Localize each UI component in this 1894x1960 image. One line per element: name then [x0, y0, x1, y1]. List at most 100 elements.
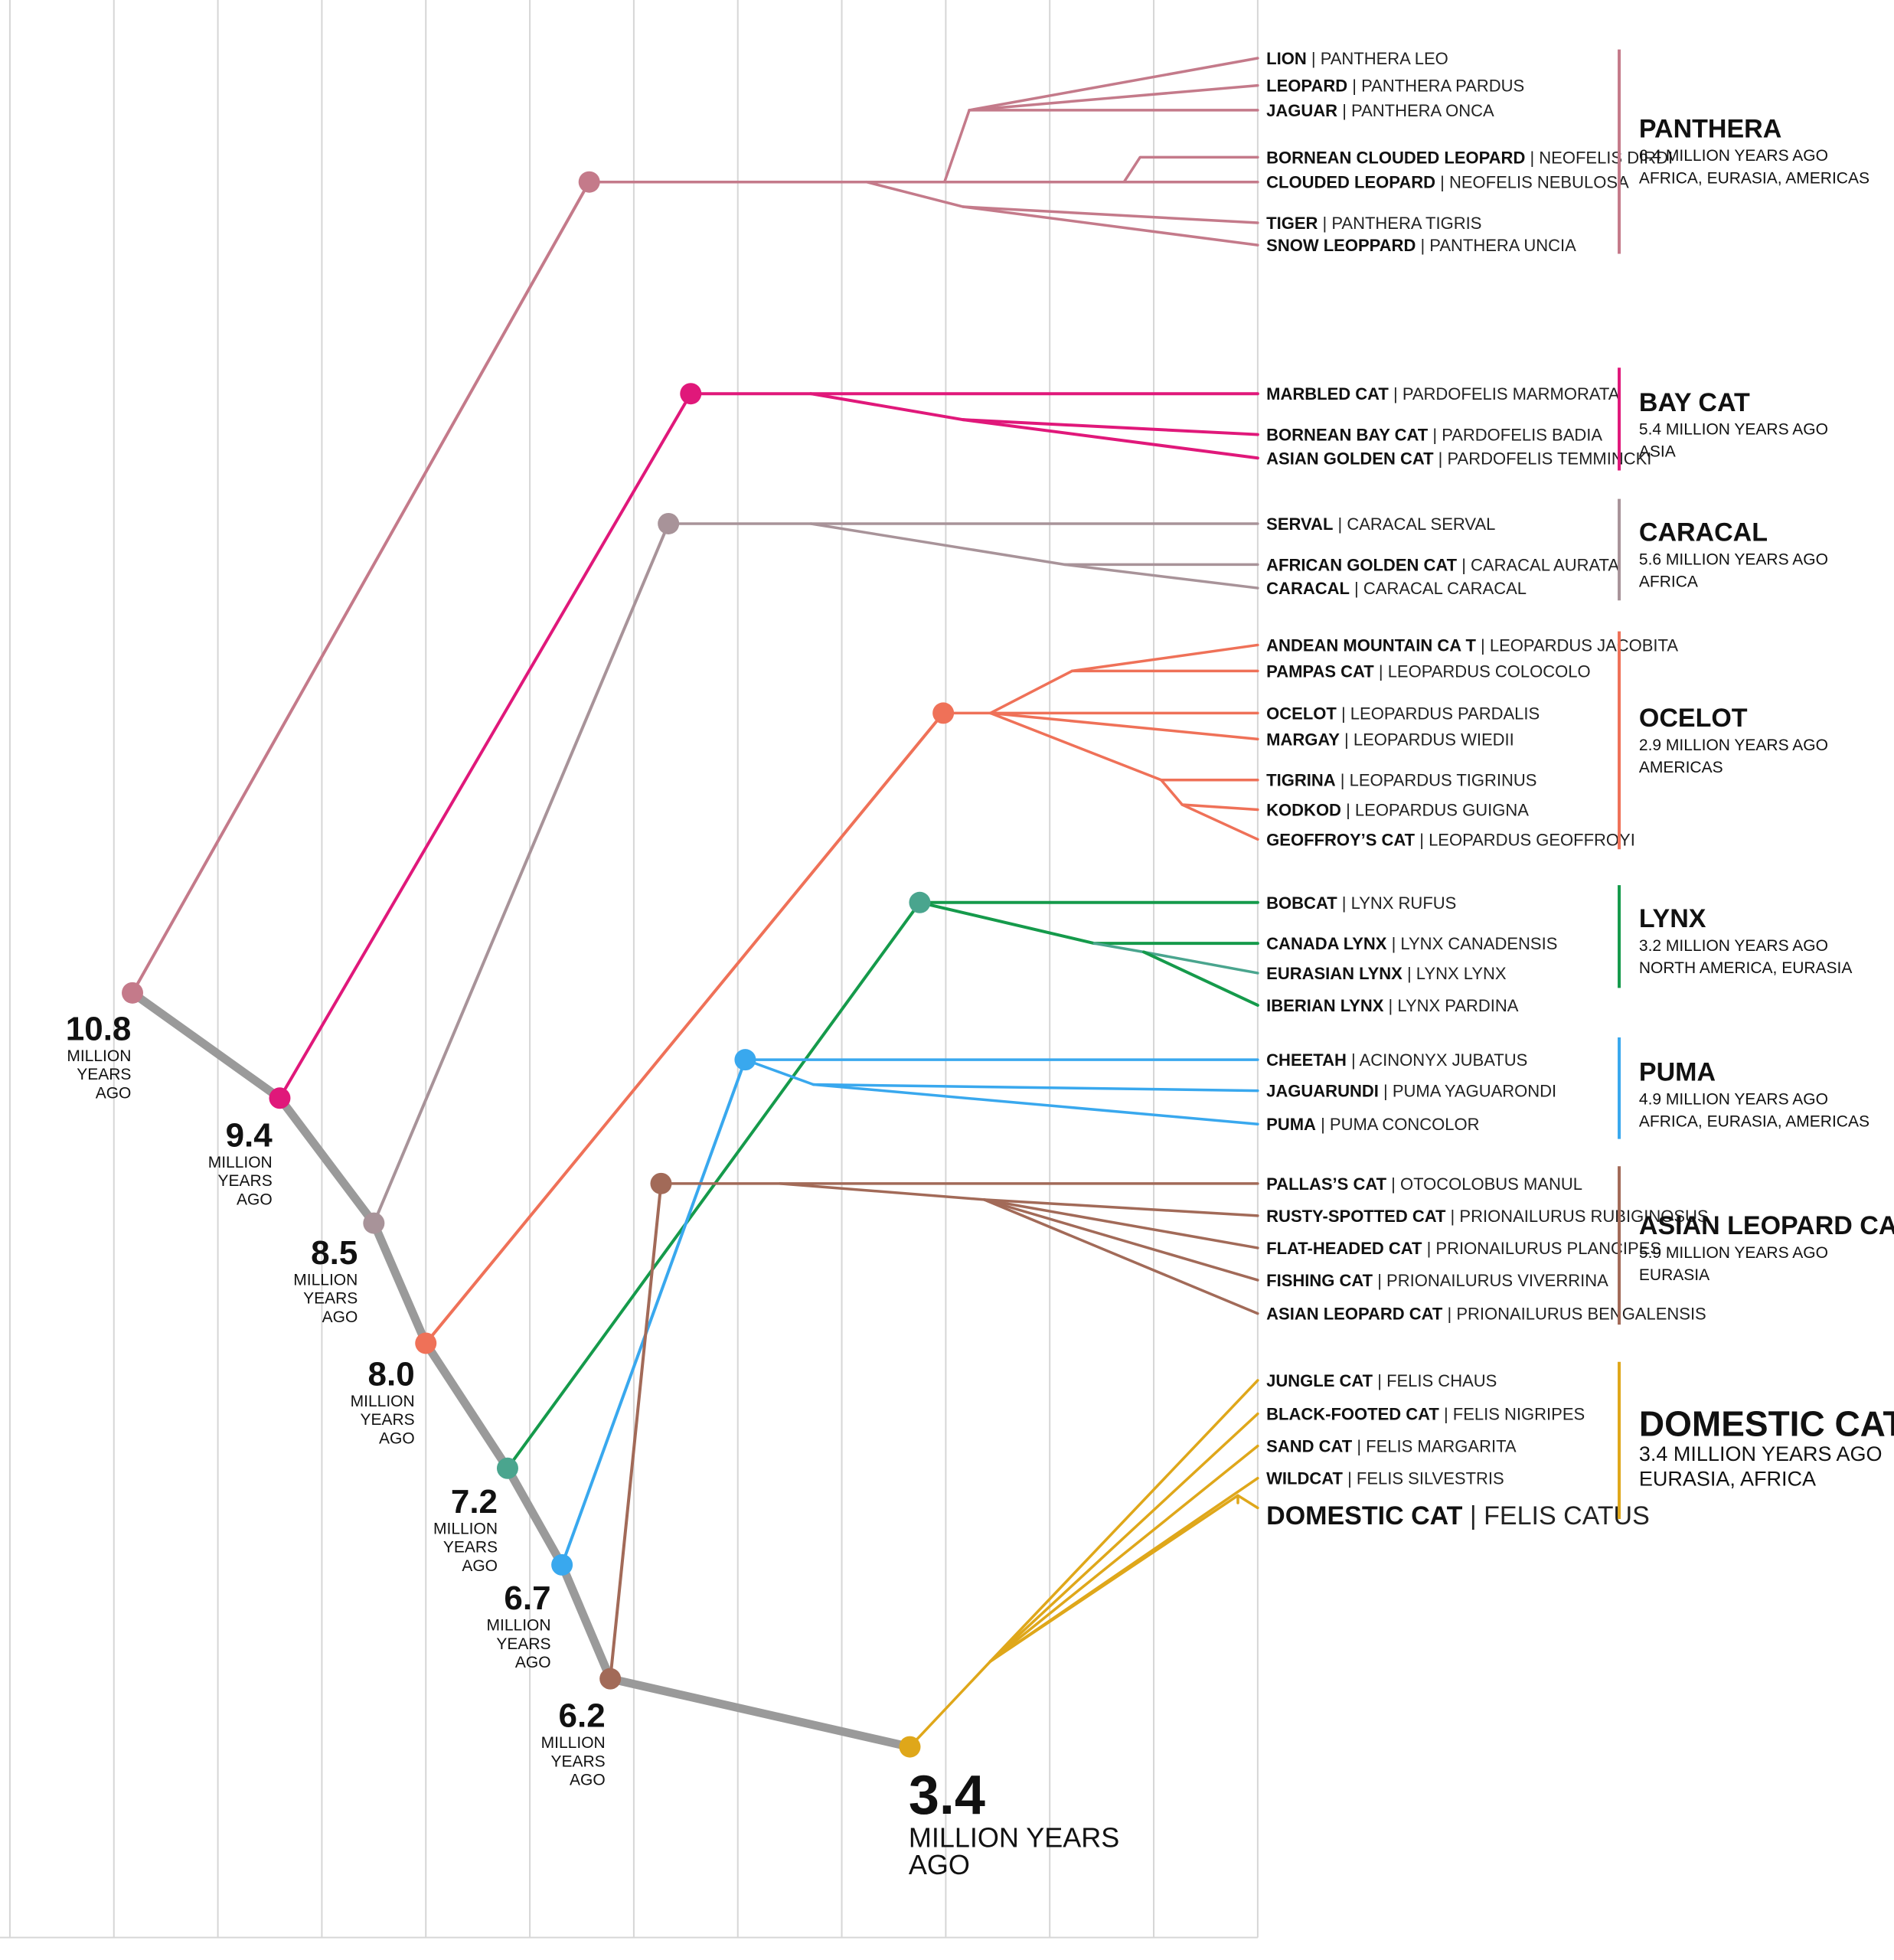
species-common-name: JAGUAR	[1266, 101, 1337, 120]
asianleopard-group-region: EURASIA	[1639, 1266, 1709, 1284]
species-separator: |	[1476, 635, 1490, 655]
species-common-name: DOMESTIC CAT	[1266, 1501, 1462, 1530]
ocelot-margay-branch	[988, 711, 1259, 741]
caracal-divergence-value: 8.5	[311, 1234, 358, 1272]
species-scientific-name: LYNX LYNX	[1416, 964, 1507, 983]
evolution-trunk-line	[128, 988, 914, 1752]
species-scientific-name: PARDOFELIS MARMORATA	[1403, 384, 1620, 403]
species-scientific-name: CARACAL SERVAL	[1347, 514, 1495, 534]
species-common-name: PAMPAS CAT	[1266, 662, 1374, 681]
baycat-divergence-value: 9.4	[226, 1116, 273, 1154]
species-separator: |	[1462, 1501, 1484, 1530]
species-common-name: AFRICAN GOLDEN CAT	[1266, 555, 1457, 574]
species-separator: |	[1341, 801, 1355, 820]
ocelot-group-region: AMERICAS	[1639, 759, 1723, 776]
species-common-name: SAND CAT	[1266, 1437, 1353, 1456]
species-scientific-name: PANTHERA LEO	[1321, 49, 1448, 68]
species-common-name: BLACK-FOOTED CAT	[1266, 1405, 1439, 1424]
species-label: WILDCAT | FELIS SILVESTRIS	[1266, 1469, 1504, 1488]
species-separator: |	[1386, 934, 1400, 953]
caracal-divergence-dot	[363, 1212, 385, 1234]
ocelot-group-dot	[932, 702, 955, 724]
species-label: TIGRINA | LEOPARDUS TIGRINUS	[1266, 771, 1536, 790]
puma-stem-line	[560, 1058, 747, 1566]
species-separator: |	[1350, 579, 1363, 598]
panthera-divergence-years: YEARS	[77, 1066, 131, 1083]
species-label: CANADA LYNX | LYNX CANADENSIS	[1266, 934, 1557, 953]
species-label: ASIAN LEOPARD CAT | PRIONAILURUS BENGALE…	[1266, 1305, 1706, 1324]
lynx-divergence-value: 7.2	[451, 1483, 498, 1521]
species-label: BOBCAT | LYNX RUFUS	[1266, 893, 1456, 913]
species-scientific-name: PRIONAILURUS VIVERRINA	[1386, 1271, 1608, 1290]
species-label: BORNEAN BAY CAT | PARDOFELIS BADIA	[1266, 426, 1602, 445]
species-separator: |	[1434, 449, 1448, 468]
baycat-divergence-ago: AGO	[237, 1191, 273, 1208]
species-label: CARACAL | CARACAL CARACAL	[1266, 579, 1527, 598]
ocelot-divergence-value: 8.0	[368, 1355, 415, 1393]
puma-puma-branch	[811, 1083, 1259, 1125]
species-scientific-name: LEOPARDUS PARDALIS	[1350, 704, 1540, 723]
panthera-divergence-unit: MILLION	[67, 1047, 131, 1065]
caracal-group-name: CARACAL	[1639, 518, 1768, 547]
species-label: OCELOT | LEOPARDUS PARDALIS	[1266, 704, 1540, 723]
species-common-name: BORNEAN BAY CAT	[1266, 426, 1429, 445]
baycat-group-dot	[680, 383, 702, 405]
lynx-group-age: 3.2 MILLION YEARS AGO	[1639, 937, 1828, 955]
species-scientific-name: PUMA CONCOLOR	[1330, 1115, 1480, 1134]
species-scientific-name: NEOFELIS DIRDI	[1539, 148, 1673, 167]
species-common-name: RUSTY-SPOTTED CAT	[1266, 1207, 1446, 1226]
ocelot-stem-line	[424, 711, 945, 1345]
ocelot-kodkod-branch	[1159, 778, 1259, 812]
domestic-divergence-ago: AGO	[909, 1849, 970, 1880]
species-scientific-name: PANTHERA TIGRIS	[1331, 214, 1481, 233]
ocelot-pampas-branch	[988, 669, 1259, 715]
panthera-divergence-value: 10.8	[66, 1010, 132, 1047]
species-label: SAND CAT | FELIS MARGARITA	[1266, 1437, 1517, 1456]
baycat-golden-branch	[962, 418, 1259, 460]
species-separator: |	[1343, 1469, 1357, 1488]
lynx-divergence-unit: MILLION	[433, 1520, 498, 1537]
species-separator: |	[1337, 704, 1350, 723]
species-scientific-name: PANTHERA UNCIA	[1429, 236, 1576, 255]
panthera-group-age: 6.4 MILLION YEARS AGO	[1639, 147, 1828, 165]
puma-divergence-ago: AGO	[515, 1654, 551, 1671]
species-separator: |	[1435, 173, 1449, 192]
panthera-snow-branch	[962, 205, 1259, 247]
asianleopard-divergence-value: 6.2	[559, 1697, 606, 1735]
species-separator: |	[1340, 730, 1354, 749]
species-separator: |	[1383, 996, 1397, 1015]
species-scientific-name: LEOPARDUS GEOFFROYI	[1429, 830, 1635, 849]
puma-divergence-value: 6.7	[504, 1579, 550, 1617]
species-common-name: BORNEAN CLOUDED LEOPARD	[1266, 148, 1525, 167]
species-common-name: WILDCAT	[1266, 1469, 1343, 1488]
species-scientific-name: PRIONAILURUS PLANCIPES	[1435, 1239, 1661, 1258]
lynx-group-dot	[909, 891, 931, 913]
species-common-name: ASIAN GOLDEN CAT	[1266, 449, 1434, 468]
species-separator: |	[1333, 514, 1347, 534]
species-label: KODKOD | LEOPARDUS GUIGNA	[1266, 801, 1529, 820]
species-label: PUMA | PUMA CONCOLOR	[1266, 1115, 1479, 1134]
panthera-divergence-dot	[122, 982, 144, 1004]
species-scientific-name: LEOPARDUS GUIGNA	[1355, 801, 1529, 820]
species-separator: |	[1525, 148, 1539, 167]
panthera-group-name: PANTHERA	[1639, 114, 1781, 143]
baycat-group-name: BAY CAT	[1639, 388, 1750, 417]
panthera-stem-line	[131, 180, 591, 995]
domestic-leaf-branch-0	[988, 1379, 1259, 1663]
species-scientific-name: LYNX PARDINA	[1397, 996, 1518, 1015]
puma-group-region: AFRICA, EURASIA, AMERICAS	[1639, 1112, 1870, 1130]
domestic-divergence-value: 3.4	[909, 1765, 985, 1826]
species-separator: |	[1386, 1174, 1400, 1194]
species-separator: |	[1307, 49, 1321, 68]
caracal-group-dot	[658, 512, 680, 534]
asianleopard-group-name: ASIAN LEOPARD CAT	[1639, 1211, 1894, 1240]
species-separator: |	[1373, 1371, 1386, 1390]
ocelot-divergence-unit: MILLION	[351, 1393, 415, 1410]
species-scientific-name: FELIS NIGRIPES	[1453, 1405, 1585, 1424]
species-scientific-name: OTOCOLOBUS MANUL	[1400, 1174, 1582, 1194]
lynx-divergence-dot	[496, 1457, 518, 1479]
domestic-divergence-dot	[899, 1736, 921, 1758]
species-common-name: IBERIAN LYNX	[1266, 996, 1384, 1015]
species-label: JUNGLE CAT | FELIS CHAUS	[1266, 1371, 1497, 1390]
species-common-name: CLOUDED LEOPARD	[1266, 173, 1435, 192]
